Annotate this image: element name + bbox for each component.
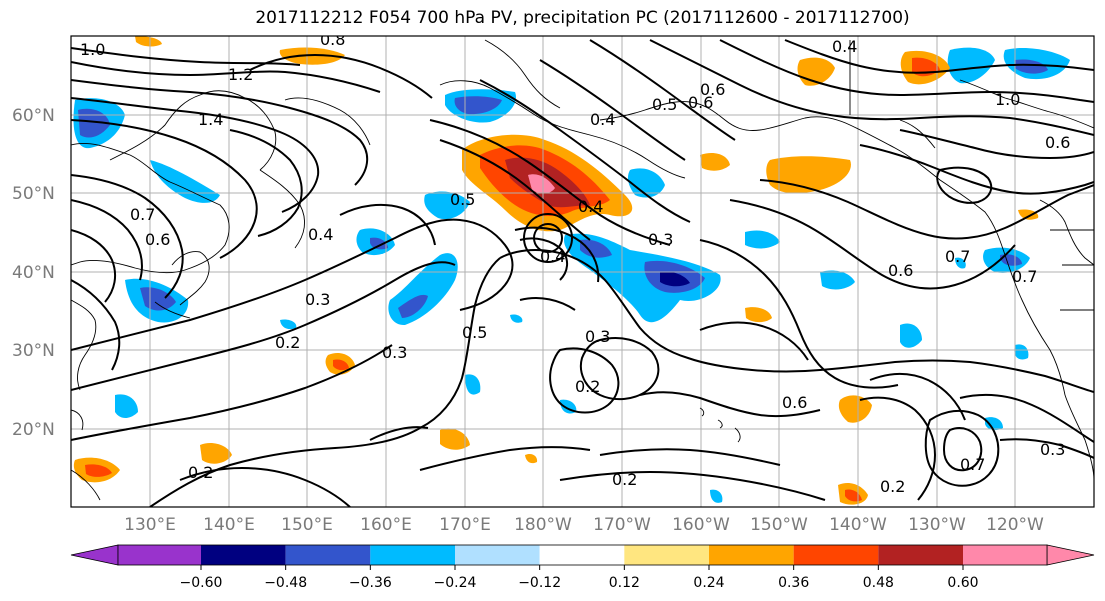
lon-label: 120°W bbox=[986, 515, 1044, 535]
contour-label: 0.2 bbox=[575, 377, 600, 396]
contour-label: 0.2 bbox=[612, 470, 637, 489]
contour-label: 0.3 bbox=[305, 290, 330, 309]
contour-label: 0.7 bbox=[945, 247, 970, 266]
lon-label: 130°E bbox=[124, 515, 176, 535]
contour-label: 0.4 bbox=[832, 37, 857, 56]
lat-label: 40°N bbox=[12, 263, 55, 283]
contour-label: 0.4 bbox=[578, 197, 603, 216]
colorbar-tick-label: −0.24 bbox=[434, 575, 477, 591]
colorbar-tick-label: −0.60 bbox=[180, 575, 223, 591]
colorbar-segment bbox=[624, 545, 709, 565]
contour-label: 0.6 bbox=[888, 261, 913, 280]
colorbar-segment bbox=[793, 545, 879, 565]
pv-contours bbox=[71, 39, 1094, 507]
contour-label: 0.5 bbox=[652, 95, 677, 114]
lon-label: 180°W bbox=[514, 515, 572, 535]
colorbar-segment bbox=[878, 545, 963, 565]
contour-label: 0.2 bbox=[275, 333, 300, 352]
map-title: 2017112212 F054 700 hPa PV, precipitatio… bbox=[255, 8, 910, 28]
colorbar-segment bbox=[539, 545, 625, 565]
contour-label: 0.7 bbox=[960, 455, 985, 474]
colorbar-segment bbox=[370, 545, 455, 565]
colorbar-segment bbox=[285, 545, 371, 565]
contour-label: 0.6 bbox=[700, 80, 725, 99]
colorbar-tick-label: −0.12 bbox=[518, 575, 561, 591]
colorbar-segment bbox=[201, 545, 286, 565]
lat-label: 50°N bbox=[12, 184, 55, 204]
contour-label: 0.6 bbox=[688, 93, 713, 112]
lon-label: 140°W bbox=[829, 515, 887, 535]
contour-label: 1.2 bbox=[228, 65, 253, 84]
longitude-labels: 130°E 140°E 150°E 160°E 170°E 180°W 170°… bbox=[124, 515, 1044, 535]
lon-label: 150°E bbox=[281, 515, 333, 535]
colorbar-segment bbox=[709, 545, 794, 565]
lat-label: 60°N bbox=[12, 106, 55, 126]
lon-label: 160°W bbox=[672, 515, 730, 535]
lon-label: 140°E bbox=[203, 515, 255, 535]
colorbar-tick-label: 0.60 bbox=[947, 575, 978, 591]
lon-label: 170°E bbox=[439, 515, 491, 535]
colorbar-tick-label: −0.48 bbox=[264, 575, 307, 591]
lon-label: 150°W bbox=[750, 515, 808, 535]
contour-label: 0.3 bbox=[585, 327, 610, 346]
colorbar-tick-label: 0.12 bbox=[609, 575, 640, 591]
contour-label: 0.5 bbox=[462, 323, 487, 342]
colorbar: −0.60 −0.48 −0.36 −0.24 −0.12 0.12 0.24 0.36 0.4… bbox=[70, 544, 1095, 591]
contour-label: 0.8 bbox=[320, 30, 345, 49]
colorbar-frame bbox=[117, 544, 1048, 566]
contour-label: 0.3 bbox=[1040, 440, 1065, 459]
lat-label: 30°N bbox=[12, 341, 55, 361]
contour-label: 0.7 bbox=[130, 205, 155, 224]
contour-label: 1.4 bbox=[198, 110, 223, 129]
map-frame bbox=[70, 35, 1095, 508]
contour-label: 0.7 bbox=[1012, 267, 1037, 286]
colorbar-segment bbox=[963, 545, 1047, 565]
contour-label: 0.2 bbox=[188, 463, 213, 482]
contour-label: 0.4 bbox=[308, 225, 333, 244]
colorbar-tick-label: 0.36 bbox=[778, 575, 809, 591]
lon-label: 170°W bbox=[593, 515, 651, 535]
colorbar-tick-label: −0.36 bbox=[349, 575, 392, 591]
contour-label: 0.5 bbox=[450, 190, 475, 209]
contour-label: 0.4 bbox=[590, 110, 615, 129]
contour-label: 0.6 bbox=[782, 393, 807, 412]
colorbar-tick-label: 0.24 bbox=[693, 575, 724, 591]
colorbar-tick-label: 0.48 bbox=[863, 575, 894, 591]
contour-label: 0.6 bbox=[1045, 133, 1070, 152]
colorbar-segment bbox=[455, 545, 540, 565]
lon-label: 160°E bbox=[360, 515, 412, 535]
lat-label: 20°N bbox=[12, 420, 55, 440]
contour-label: 0.4 bbox=[540, 247, 565, 266]
precipitation-shading bbox=[73, 36, 1070, 505]
contour-label: 0.3 bbox=[382, 343, 407, 362]
contour-label: 0.2 bbox=[880, 477, 905, 496]
contour-label: 0.3 bbox=[648, 230, 673, 249]
contour-label: 1.0 bbox=[995, 90, 1020, 109]
coastlines bbox=[71, 39, 1094, 501]
latitude-labels: 60°N 50°N 40°N 30°N 20°N bbox=[12, 106, 55, 440]
colorbar-extend-high bbox=[1046, 544, 1095, 566]
contour-labels: 1.0 1.2 1.4 0.8 0.7 0.6 0.5 0.4 0.3 0.2 … bbox=[80, 30, 1070, 496]
contour-label: 0.6 bbox=[145, 230, 170, 249]
contour-label: 1.0 bbox=[80, 40, 105, 59]
colorbar-segment bbox=[118, 545, 201, 565]
colorbar-extend-low bbox=[70, 544, 119, 566]
lon-label: 130°W bbox=[908, 515, 966, 535]
